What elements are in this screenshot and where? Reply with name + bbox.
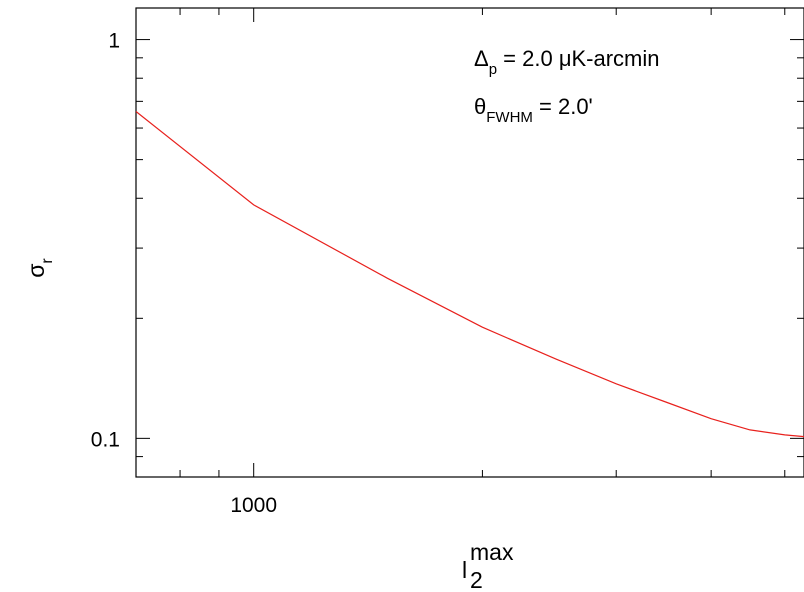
x-axis-title-sup: max xyxy=(470,539,514,565)
x-axis-title: l 2 max xyxy=(462,539,514,592)
x-axis-title-sub: 2 xyxy=(470,567,483,592)
annotation-theta-fwhm: θFWHM = 2.0' xyxy=(474,94,593,126)
y-tick-label: 0.1 xyxy=(91,428,120,451)
x-axis-title-base: l xyxy=(462,557,467,583)
axis-tick-labels: 1000 0.1 1 xyxy=(91,30,277,517)
plot-frame xyxy=(135,7,804,478)
series-line xyxy=(135,111,804,438)
y-axis-title: σr xyxy=(23,258,56,278)
annotation-delta-p: Δp = 2.0 μK-arcmin xyxy=(474,46,660,78)
axis-ticks xyxy=(135,8,804,478)
y-tick-label: 1 xyxy=(108,30,120,53)
x-tick-label: 1000 xyxy=(230,494,277,517)
data-series xyxy=(135,111,804,438)
